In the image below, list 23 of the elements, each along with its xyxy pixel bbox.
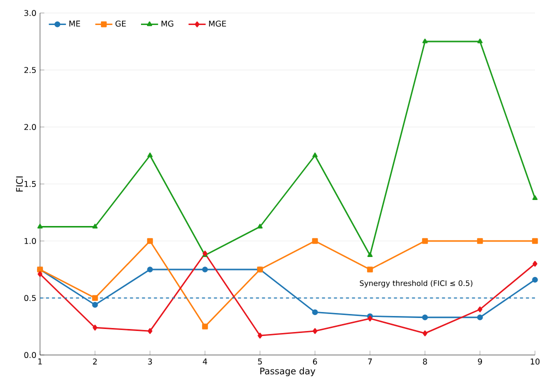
y-tick-label: 0.5 — [24, 294, 36, 302]
legend-label: MGE — [209, 20, 226, 27]
y-axis-title: FICI — [16, 176, 23, 192]
y-tick-label: 1.5 — [24, 181, 36, 187]
x-tick-label: 4 — [202, 358, 208, 364]
x-tick-label: 1 — [38, 358, 42, 364]
y-tick-label: 2.5 — [24, 66, 36, 74]
x-tick-label: 5 — [258, 358, 262, 364]
x-tick-label: 10 — [530, 358, 540, 365]
y-tick-label: 0.0 — [24, 352, 36, 358]
y-tick-label: 3.0 — [24, 10, 36, 16]
y-tick-label: 1.0 — [24, 238, 36, 244]
x-axis-title: Passage day — [260, 367, 316, 376]
x-tick-label: 9 — [478, 358, 482, 365]
legend-label: ME — [69, 20, 80, 26]
legend-label: GE — [116, 20, 126, 27]
legend-label: MG — [162, 20, 174, 27]
y-tick-label: 2.0 — [24, 124, 36, 130]
x-tick-label: 2 — [93, 358, 97, 364]
x-tick-label: 3 — [148, 358, 152, 365]
x-tick-label: 7 — [368, 358, 372, 364]
x-tick-label: 8 — [422, 358, 427, 365]
x-tick-label: 6 — [313, 358, 318, 365]
